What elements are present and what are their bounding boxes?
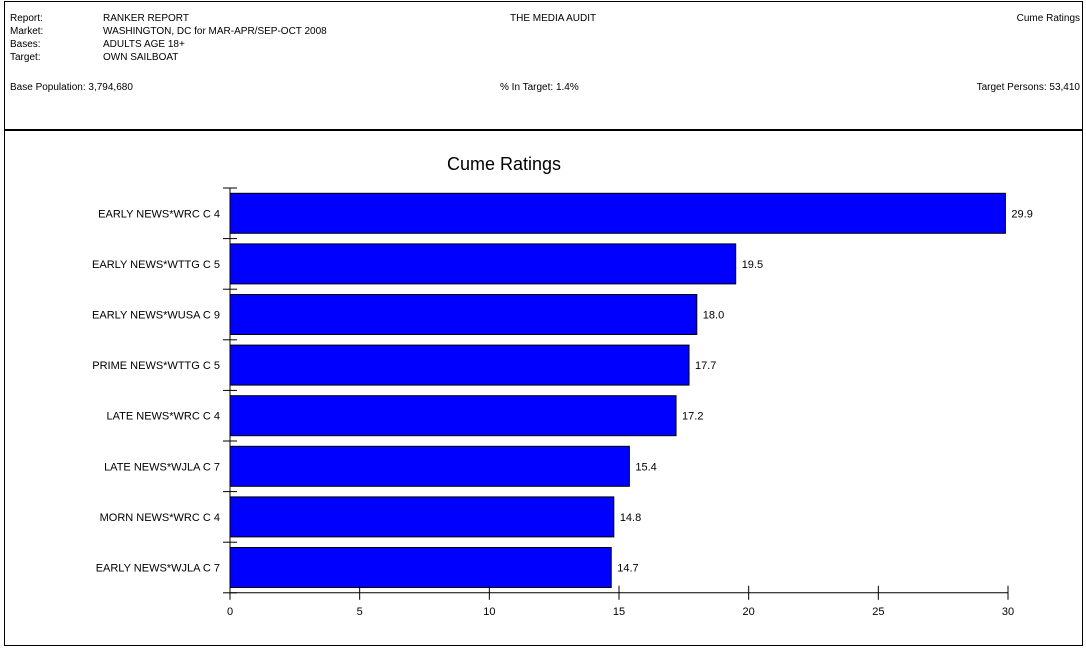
value-label: 14.7 <box>617 563 638 575</box>
bar <box>229 243 737 285</box>
bar <box>229 496 615 538</box>
report-frame <box>4 1 1083 646</box>
media-audit-title: THE MEDIA AUDIT <box>510 13 597 24</box>
x-tick-label: 30 <box>1002 606 1014 618</box>
category-label: MORN NEWS*WRC C 4 <box>100 512 220 524</box>
bar <box>229 445 630 487</box>
bar <box>229 192 1006 234</box>
report-type-title: Cume Ratings <box>1016 13 1080 24</box>
base-population: Base Population: 3,794,680 <box>10 82 133 93</box>
pct-in-target: % In Target: 1.4% <box>500 82 579 93</box>
x-tick-label: 0 <box>227 606 233 618</box>
category-label: LATE NEWS*WJLA C 7 <box>104 461 220 473</box>
value-label: 19.5 <box>742 259 763 271</box>
category-label: LATE NEWS*WRC C 4 <box>107 411 220 423</box>
category-label: EARLY NEWS*WJLA C 7 <box>96 563 220 575</box>
target-persons: Target Persons: 53,410 <box>976 82 1080 93</box>
value-label: 14.8 <box>620 512 641 524</box>
target-label: Target: <box>10 52 41 63</box>
bar <box>229 395 677 437</box>
category-label: EARLY NEWS*WUSA C 9 <box>92 310 220 322</box>
report-label: Report: <box>10 13 43 24</box>
x-tick-label: 10 <box>483 606 495 618</box>
category-label: EARLY NEWS*WRC C 4 <box>98 208 220 220</box>
value-label: 17.7 <box>695 360 716 372</box>
market-label: Market: <box>10 26 44 37</box>
axes-layer: EARLY NEWS*WRC C 4 29.9 EARLY NEWS*WTTG C … <box>92 187 1033 618</box>
x-tick-label: 15 <box>613 606 625 618</box>
bar <box>229 344 690 386</box>
value-label: 17.2 <box>682 411 703 423</box>
value-label: 29.9 <box>1011 208 1032 220</box>
report-value: RANKER REPORT <box>103 13 189 24</box>
category-label: EARLY NEWS*WTTG C 5 <box>92 259 220 271</box>
header-divider <box>4 129 1083 131</box>
x-tick-label: 25 <box>872 606 884 618</box>
value-label: 15.4 <box>635 461 656 473</box>
bases-label: Bases: <box>10 39 41 50</box>
target-value: OWN SAILBOAT <box>103 52 179 63</box>
bars-layer <box>229 192 1006 588</box>
market-value: WASHINGTON, DC for MAR-APR/SEP-OCT 2008 <box>103 26 327 37</box>
bar <box>229 294 698 335</box>
bases-value: ADULTS AGE 18+ <box>103 39 185 50</box>
x-tick-label: 5 <box>357 606 363 618</box>
chart-title: Cume Ratings <box>447 154 561 174</box>
value-label: 18.0 <box>703 310 724 322</box>
bar <box>229 547 612 588</box>
category-label: PRIME NEWS*WTTG C 5 <box>92 360 220 372</box>
x-tick-label: 20 <box>743 606 755 618</box>
